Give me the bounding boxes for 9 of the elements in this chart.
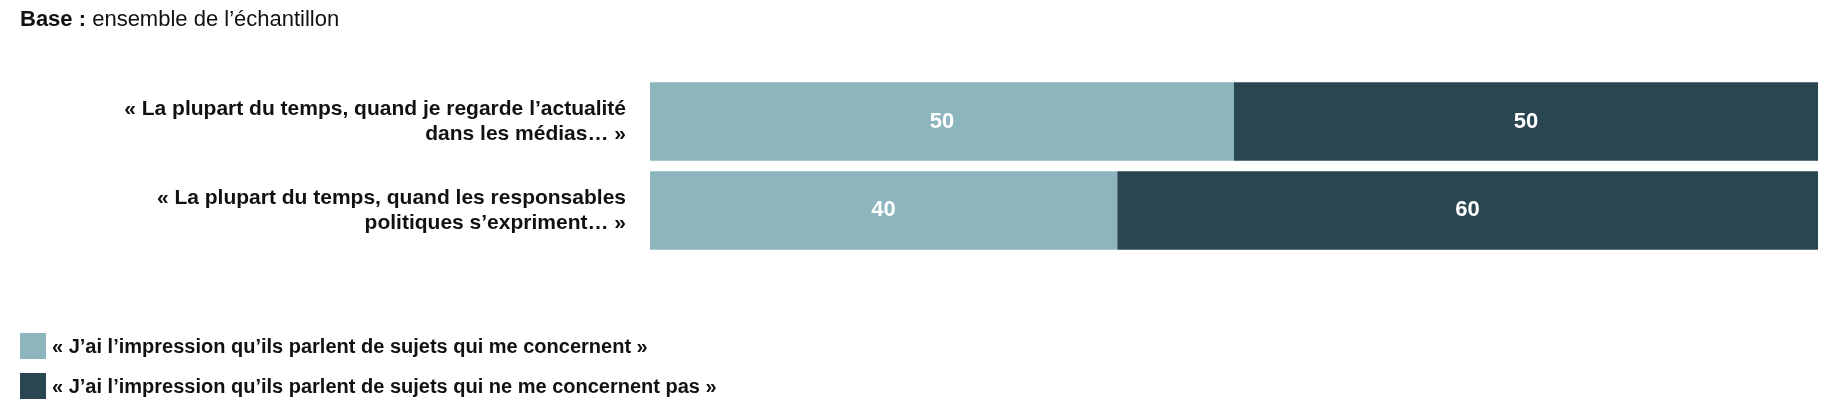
data-label: 50 bbox=[929, 107, 955, 133]
legend-label: « J’ai l’impression qu’ils parlent de sujets qui me concernent » bbox=[52, 334, 648, 358]
text: Base : ensemble de l’échantillon bbox=[20, 6, 340, 32]
data-label: 40 bbox=[871, 196, 896, 222]
y-tick-label: « La plupart du temps, quand je regarde l’actualité dans les médias… » bbox=[124, 95, 626, 144]
data-label: 50 bbox=[1513, 107, 1539, 133]
legend-label: « J’ai l’impression qu’ils parlent de sujets qui ne me concernent pas » bbox=[52, 374, 717, 398]
data-label: 60 bbox=[1455, 196, 1480, 222]
y-tick-label: « La plupart du temps, quand les responsables politiques s’expriment… » bbox=[156, 184, 626, 233]
